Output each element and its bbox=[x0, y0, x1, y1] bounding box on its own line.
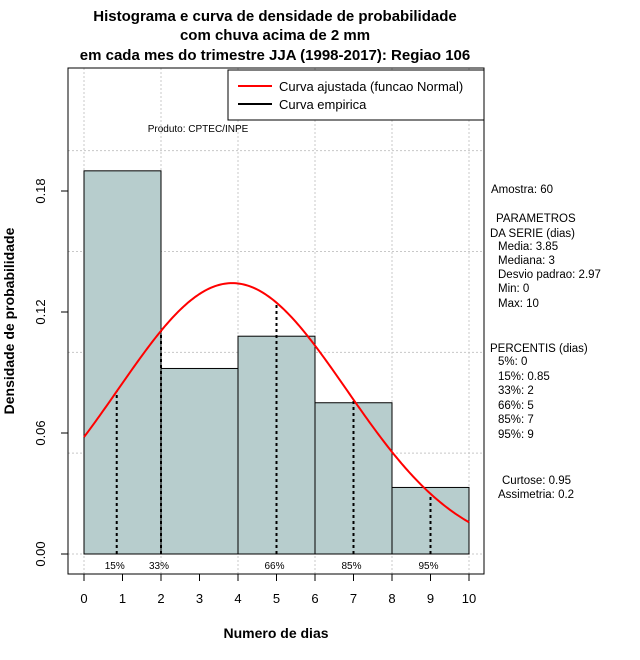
legend: Curva ajustada (funcao Normal) Curva emp… bbox=[227, 69, 485, 121]
product-annotation: Produto: CPTEC/INPE bbox=[148, 124, 249, 135]
chart-title-line-1: Histograma e curva de densidade de proba… bbox=[93, 8, 456, 25]
axes: 0 1 2 3 4 5 6 7 8 9 10 0.00 0.06 0.12 0.18 bbox=[33, 178, 476, 606]
percentile-label-0: 15% bbox=[105, 561, 125, 572]
stat-p85: 85%: 7 bbox=[498, 414, 534, 426]
chart-title-line-2: com chuva acima de 2 mm bbox=[180, 27, 370, 44]
x-tick-label-8: 8 bbox=[388, 591, 395, 606]
y-tick-label-3: 0.18 bbox=[33, 178, 48, 203]
stat-p33: 33%: 2 bbox=[498, 385, 534, 397]
y-tick-label-0: 0.00 bbox=[33, 541, 48, 566]
stat-amostra: Amostra: 60 bbox=[491, 184, 553, 196]
y-axis-title: Densidade de probabilidade bbox=[1, 227, 17, 414]
stat-assimetria: Assimetria: 0.2 bbox=[498, 489, 574, 501]
stat-mediana: Mediana: 3 bbox=[498, 255, 555, 267]
stat-p95: 95%: 9 bbox=[498, 429, 534, 441]
x-tick-label-10: 10 bbox=[462, 591, 476, 606]
stat-p66: 66%: 5 bbox=[498, 400, 534, 412]
histogram-bar-0 bbox=[83, 170, 162, 555]
y-tick-label-2: 0.12 bbox=[33, 299, 48, 324]
percentile-label-1: 33% bbox=[149, 561, 169, 572]
percentile-label-2: 66% bbox=[264, 561, 284, 572]
normal-fit-curve bbox=[83, 282, 470, 524]
x-tick-label-2: 2 bbox=[157, 591, 164, 606]
histogram-bar-1 bbox=[160, 367, 239, 555]
stat-p15: 15%: 0.85 bbox=[498, 371, 550, 383]
normal-curve-layer bbox=[83, 282, 470, 524]
stat-curtose: Curtose: 0.95 bbox=[502, 475, 571, 487]
chart-title-line-3: em cada mes do trimestre JJA (1998-2017)… bbox=[80, 47, 470, 64]
legend-label-empirical: Curva empirica bbox=[279, 97, 367, 112]
percentile-label-4: 95% bbox=[418, 561, 438, 572]
x-tick-label-4: 4 bbox=[234, 591, 241, 606]
legend-box bbox=[227, 69, 485, 121]
y-tick-label-1: 0.06 bbox=[33, 420, 48, 445]
percentile-label-3: 85% bbox=[341, 561, 361, 572]
stat-media: Media: 3.85 bbox=[498, 241, 558, 253]
x-tick-label-5: 5 bbox=[273, 591, 280, 606]
histogram-bars bbox=[83, 170, 470, 555]
x-tick-label-3: 3 bbox=[196, 591, 203, 606]
stat-min: Min: 0 bbox=[498, 283, 529, 295]
stat-max: Max: 10 bbox=[498, 298, 539, 310]
x-tick-label-9: 9 bbox=[427, 591, 434, 606]
stat-param-header-1: PARAMETROS bbox=[496, 213, 576, 225]
x-axis-title: Numero de dias bbox=[223, 625, 328, 641]
stat-p5: 5%: 0 bbox=[498, 356, 527, 368]
legend-label-normal: Curva ajustada (funcao Normal) bbox=[279, 79, 463, 94]
stat-desvio: Desvio padrao: 2.97 bbox=[498, 269, 601, 281]
x-tick-label-6: 6 bbox=[311, 591, 318, 606]
stat-percentis-header: PERCENTIS (dias) bbox=[490, 343, 588, 355]
stat-param-header-2: DA SERIE (dias) bbox=[490, 228, 575, 240]
x-tick-label-7: 7 bbox=[350, 591, 357, 606]
x-tick-label-0: 0 bbox=[80, 591, 87, 606]
percentile-markers: 15% 33% 66% 85% 95% bbox=[105, 302, 439, 572]
x-tick-label-1: 1 bbox=[119, 591, 126, 606]
statistics-panel: Amostra: 60 PARAMETROS DA SERIE (dias) M… bbox=[490, 184, 601, 501]
